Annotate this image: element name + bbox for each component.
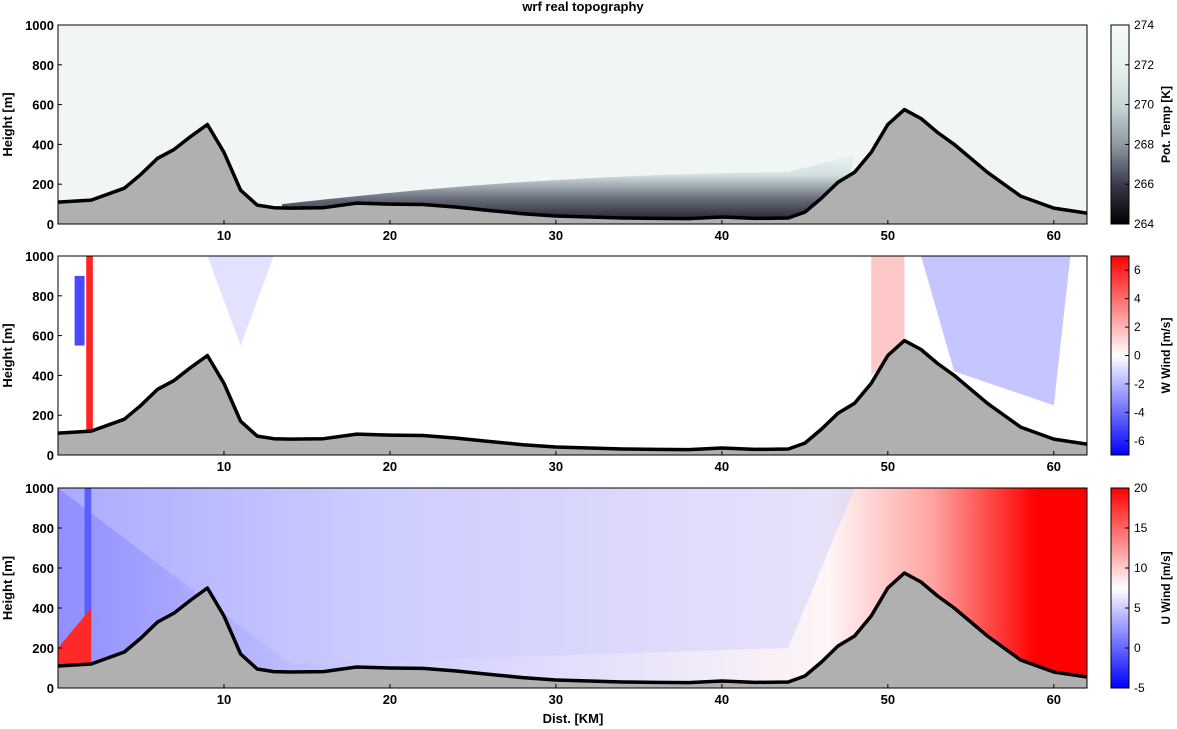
y-tick-label: 200: [32, 408, 54, 423]
lee-updraft: [871, 256, 905, 376]
wind-band: [58, 488, 855, 664]
colorbar-tick-label: 270: [1134, 98, 1154, 112]
wind-gap: [84, 488, 92, 638]
y-tick-label: 400: [32, 601, 54, 616]
x-tick-label: 50: [881, 692, 895, 707]
y-tick-label: 1000: [25, 481, 54, 496]
x-tick-label: 30: [549, 228, 563, 243]
terrain-fill: [58, 109, 1087, 224]
colorbar-tick-label: -6: [1134, 434, 1145, 448]
terrain-outline: [58, 571, 1087, 685]
terrain-outline: [58, 107, 1087, 221]
x-tick-label: 10: [217, 692, 231, 707]
colorbar: [1110, 24, 1130, 225]
x-tick-label: 30: [549, 692, 563, 707]
colorbar-tick-label: 10: [1134, 561, 1148, 575]
colorbar-tick-label: 0: [1134, 641, 1141, 655]
y-tick-label: 400: [32, 368, 54, 383]
y-tick-label: 200: [32, 641, 54, 656]
colorbar: [1110, 487, 1130, 689]
axes-frame: [57, 255, 1088, 456]
y-tick-label: 0: [47, 217, 54, 232]
terrain-fill: [58, 340, 1087, 455]
colorbar-label: W Wind [m/s]: [1159, 318, 1173, 394]
weak-downdraft: [207, 256, 274, 346]
colorbar-tick-label: 272: [1134, 58, 1154, 72]
lee-downdraft: [921, 256, 1071, 406]
colorbar-tick-label: -2: [1134, 377, 1145, 391]
colorbar-tick-label: 4: [1134, 292, 1141, 306]
x-tick-label: 60: [1047, 459, 1061, 474]
axes-frame: [57, 24, 1088, 225]
y-tick-label: 600: [32, 329, 54, 344]
field-potential-temperature: [58, 25, 1087, 224]
x-tick-label: 20: [383, 459, 397, 474]
terrain-fill: [58, 573, 1087, 688]
colorbar-tick-label: 264: [1134, 217, 1154, 231]
y-tick-label: 200: [32, 177, 54, 192]
y-tick-label: 800: [32, 58, 54, 73]
y-axis-label: Height [m]: [0, 556, 15, 620]
y-tick-label: 600: [32, 561, 54, 576]
wind-jet: [58, 608, 92, 668]
x-tick-label: 10: [217, 228, 231, 243]
figure-title: wrf real topography: [521, 0, 644, 14]
colorbar-tick-label: -4: [1134, 405, 1145, 419]
y-tick-label: 1000: [25, 18, 54, 33]
y-tick-label: 400: [32, 137, 54, 152]
colorbar-tick-label: -5: [1134, 681, 1145, 695]
x-tick-label: 50: [881, 228, 895, 243]
y-tick-label: 800: [32, 521, 54, 536]
colorbar-tick-label: 266: [1134, 177, 1154, 191]
x-tick-label: 60: [1047, 228, 1061, 243]
y-tick-label: 0: [47, 681, 54, 696]
x-tick-label: 20: [383, 228, 397, 243]
x-tick-label: 20: [383, 692, 397, 707]
colorbar-tick-label: 6: [1134, 263, 1141, 277]
x-tick-label: 50: [881, 459, 895, 474]
colorbar-tick-label: 0: [1134, 349, 1141, 363]
updraft: [86, 256, 93, 436]
x-tick-label: 60: [1047, 692, 1061, 707]
y-tick-label: 600: [32, 98, 54, 113]
y-tick-label: 1000: [25, 249, 54, 264]
field-horizontal-wind: [58, 488, 1087, 688]
axes-frame: [57, 487, 1088, 689]
colorbar-label: Pot. Temp [K]: [1159, 86, 1173, 163]
terrain-outline: [58, 338, 1087, 452]
field-vertical-wind: [58, 256, 1087, 455]
x-tick-label: 30: [549, 459, 563, 474]
downdraft: [74, 275, 85, 346]
colorbar-tick-label: 2: [1134, 320, 1141, 334]
x-tick-label: 40: [715, 459, 729, 474]
x-tick-label: 10: [217, 459, 231, 474]
colorbar-label: U Wind [m/s]: [1159, 551, 1173, 624]
y-axis-label: Height [m]: [0, 92, 15, 156]
colorbar-tick-label: 268: [1134, 137, 1154, 151]
colorbar-tick-label: 15: [1134, 521, 1148, 535]
colorbar-tick-label: 20: [1134, 481, 1148, 495]
y-tick-label: 800: [32, 289, 54, 304]
x-tick-label: 40: [715, 228, 729, 243]
colorbar-tick-label: 5: [1134, 601, 1141, 615]
colorbar-tick-label: 274: [1134, 18, 1154, 32]
x-tick-label: 40: [715, 692, 729, 707]
y-axis-label: Height [m]: [0, 323, 15, 387]
x-axis-label: Dist. [KM]: [543, 711, 604, 726]
y-tick-label: 0: [47, 448, 54, 463]
